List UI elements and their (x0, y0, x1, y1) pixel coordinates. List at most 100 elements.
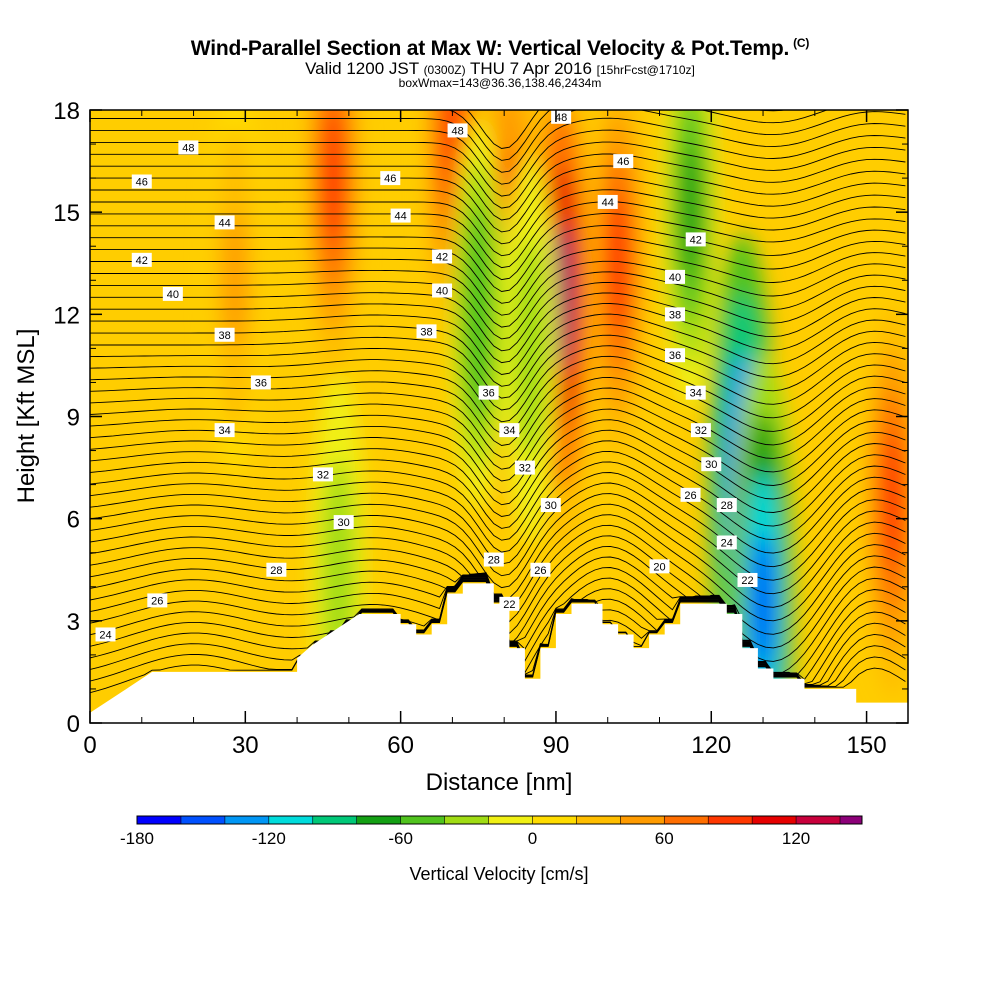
colorbar-tick-label: 60 (655, 829, 674, 848)
contour-label: 26 (534, 565, 546, 577)
valid-time-utc: (0300Z) (423, 63, 466, 77)
contour-label: 40 (167, 289, 179, 301)
y-tick-label: 0 (67, 711, 80, 738)
contour-label: 48 (451, 125, 463, 137)
colorbar-swatch (840, 816, 862, 824)
contour-label-box (416, 324, 437, 339)
contour-label-box (333, 515, 354, 530)
terrain (90, 583, 908, 723)
isentrope-line (90, 281, 906, 352)
contour-label-box (499, 423, 520, 438)
y-tick-label: 9 (67, 405, 80, 432)
isentrope-line (90, 450, 906, 541)
isentrope-line (90, 503, 906, 608)
contour-label: 38 (420, 326, 432, 338)
contour-label: 42 (136, 255, 148, 267)
colorbar-label: Vertical Velocity [cm/s] (409, 864, 588, 884)
contour-label: 28 (270, 565, 282, 577)
velocity-region (223, 211, 247, 349)
contour-label: 48 (555, 112, 567, 124)
isentrope-line (90, 110, 906, 173)
contour-label-box (680, 487, 701, 502)
contour-label-box (390, 208, 411, 223)
contour-label: 36 (255, 377, 267, 389)
contour-label: 46 (617, 156, 629, 168)
contour-label-box (380, 171, 401, 186)
contour-label: 34 (503, 425, 515, 437)
isentrope-line (90, 545, 906, 662)
isentrope-line (90, 387, 906, 470)
colorbar-swatch (664, 816, 709, 824)
contour-label: 34 (218, 425, 230, 437)
contour-label-box (214, 215, 235, 230)
contour-label-box (540, 498, 561, 513)
isentrope-line (90, 153, 906, 221)
isentrope-line (447, 110, 829, 161)
y-tick-label: 12 (53, 302, 80, 329)
colorbar-swatch (620, 816, 665, 824)
contour-labels: 48 46 44 42 40 38 36 34 32 30 28 26 24 46 44 42 40 38 48 36… (95, 110, 758, 642)
x-tick-label: 30 (232, 732, 259, 759)
colorbar-swatch (796, 816, 841, 824)
isentrope-line (90, 440, 906, 529)
contour-label-box (131, 174, 152, 189)
isentrope-line (90, 514, 906, 622)
isentrope-line (90, 129, 906, 197)
contour-label-box (95, 627, 116, 642)
y-tick-label: 3 (67, 609, 80, 636)
contour-label-box (685, 232, 706, 247)
colorbar-swatch (180, 816, 225, 824)
contour-label: 20 (653, 561, 665, 573)
contour-label-box (131, 252, 152, 267)
contour-label-box (214, 423, 235, 438)
colorbar-swatch (752, 816, 797, 824)
velocity-region (327, 501, 350, 639)
isentrope-line (90, 225, 906, 292)
contour-label-box (432, 283, 453, 298)
contour-label: 46 (384, 173, 396, 185)
isentrope-line (90, 366, 906, 446)
contour-label: 38 (669, 309, 681, 321)
plot-area: 48 46 44 42 40 38 36 34 32 30 28 26 24 46 44 42 40 38 48 36… (90, 110, 908, 723)
isentrope-line (90, 461, 906, 554)
contour-label-box (147, 593, 168, 608)
isentrope-line (90, 271, 906, 340)
contour-label: 34 (690, 388, 702, 400)
isentrope-line (90, 260, 906, 328)
isentrope-line (90, 398, 906, 482)
contour-label: 44 (602, 197, 614, 209)
valid-time: Valid 1200 JST (305, 59, 419, 78)
contour-label-box (312, 467, 333, 482)
colorbar-tick-label: -60 (388, 829, 413, 848)
isentrope-line (90, 248, 906, 316)
contour-label-box (685, 385, 706, 400)
contour-label: 44 (218, 217, 230, 229)
colorbar-swatch (576, 816, 621, 824)
contour-label-box (530, 562, 551, 577)
y-tick-label: 6 (67, 507, 80, 534)
isentrope-line (90, 292, 906, 364)
contour-label-box (690, 423, 711, 438)
contour-label: 22 (503, 599, 515, 611)
x-tick-label: 60 (387, 732, 414, 759)
y-axis-label: Height [Kft MSL] (13, 329, 40, 504)
contour-label: 40 (436, 285, 448, 297)
colorbar-tick-label: -120 (252, 829, 286, 848)
contour-label: 40 (669, 272, 681, 284)
contour-label-box (613, 154, 634, 169)
contour-label-box (499, 596, 520, 611)
contour-label: 32 (317, 469, 329, 481)
contour-label: 32 (695, 425, 707, 437)
contour-label: 38 (218, 330, 230, 342)
y-tick-label: 15 (53, 200, 80, 227)
isentrope-line (90, 165, 906, 233)
colorbar-tick-label: 120 (782, 829, 810, 848)
colorbar-swatch (356, 816, 401, 824)
colorbar-swatch (312, 816, 357, 824)
contour-label: 42 (436, 251, 448, 263)
contour-label: 48 (182, 142, 194, 154)
contour-label-box (178, 140, 199, 155)
contour-label: 28 (488, 555, 500, 567)
contour-label-box (597, 194, 618, 209)
